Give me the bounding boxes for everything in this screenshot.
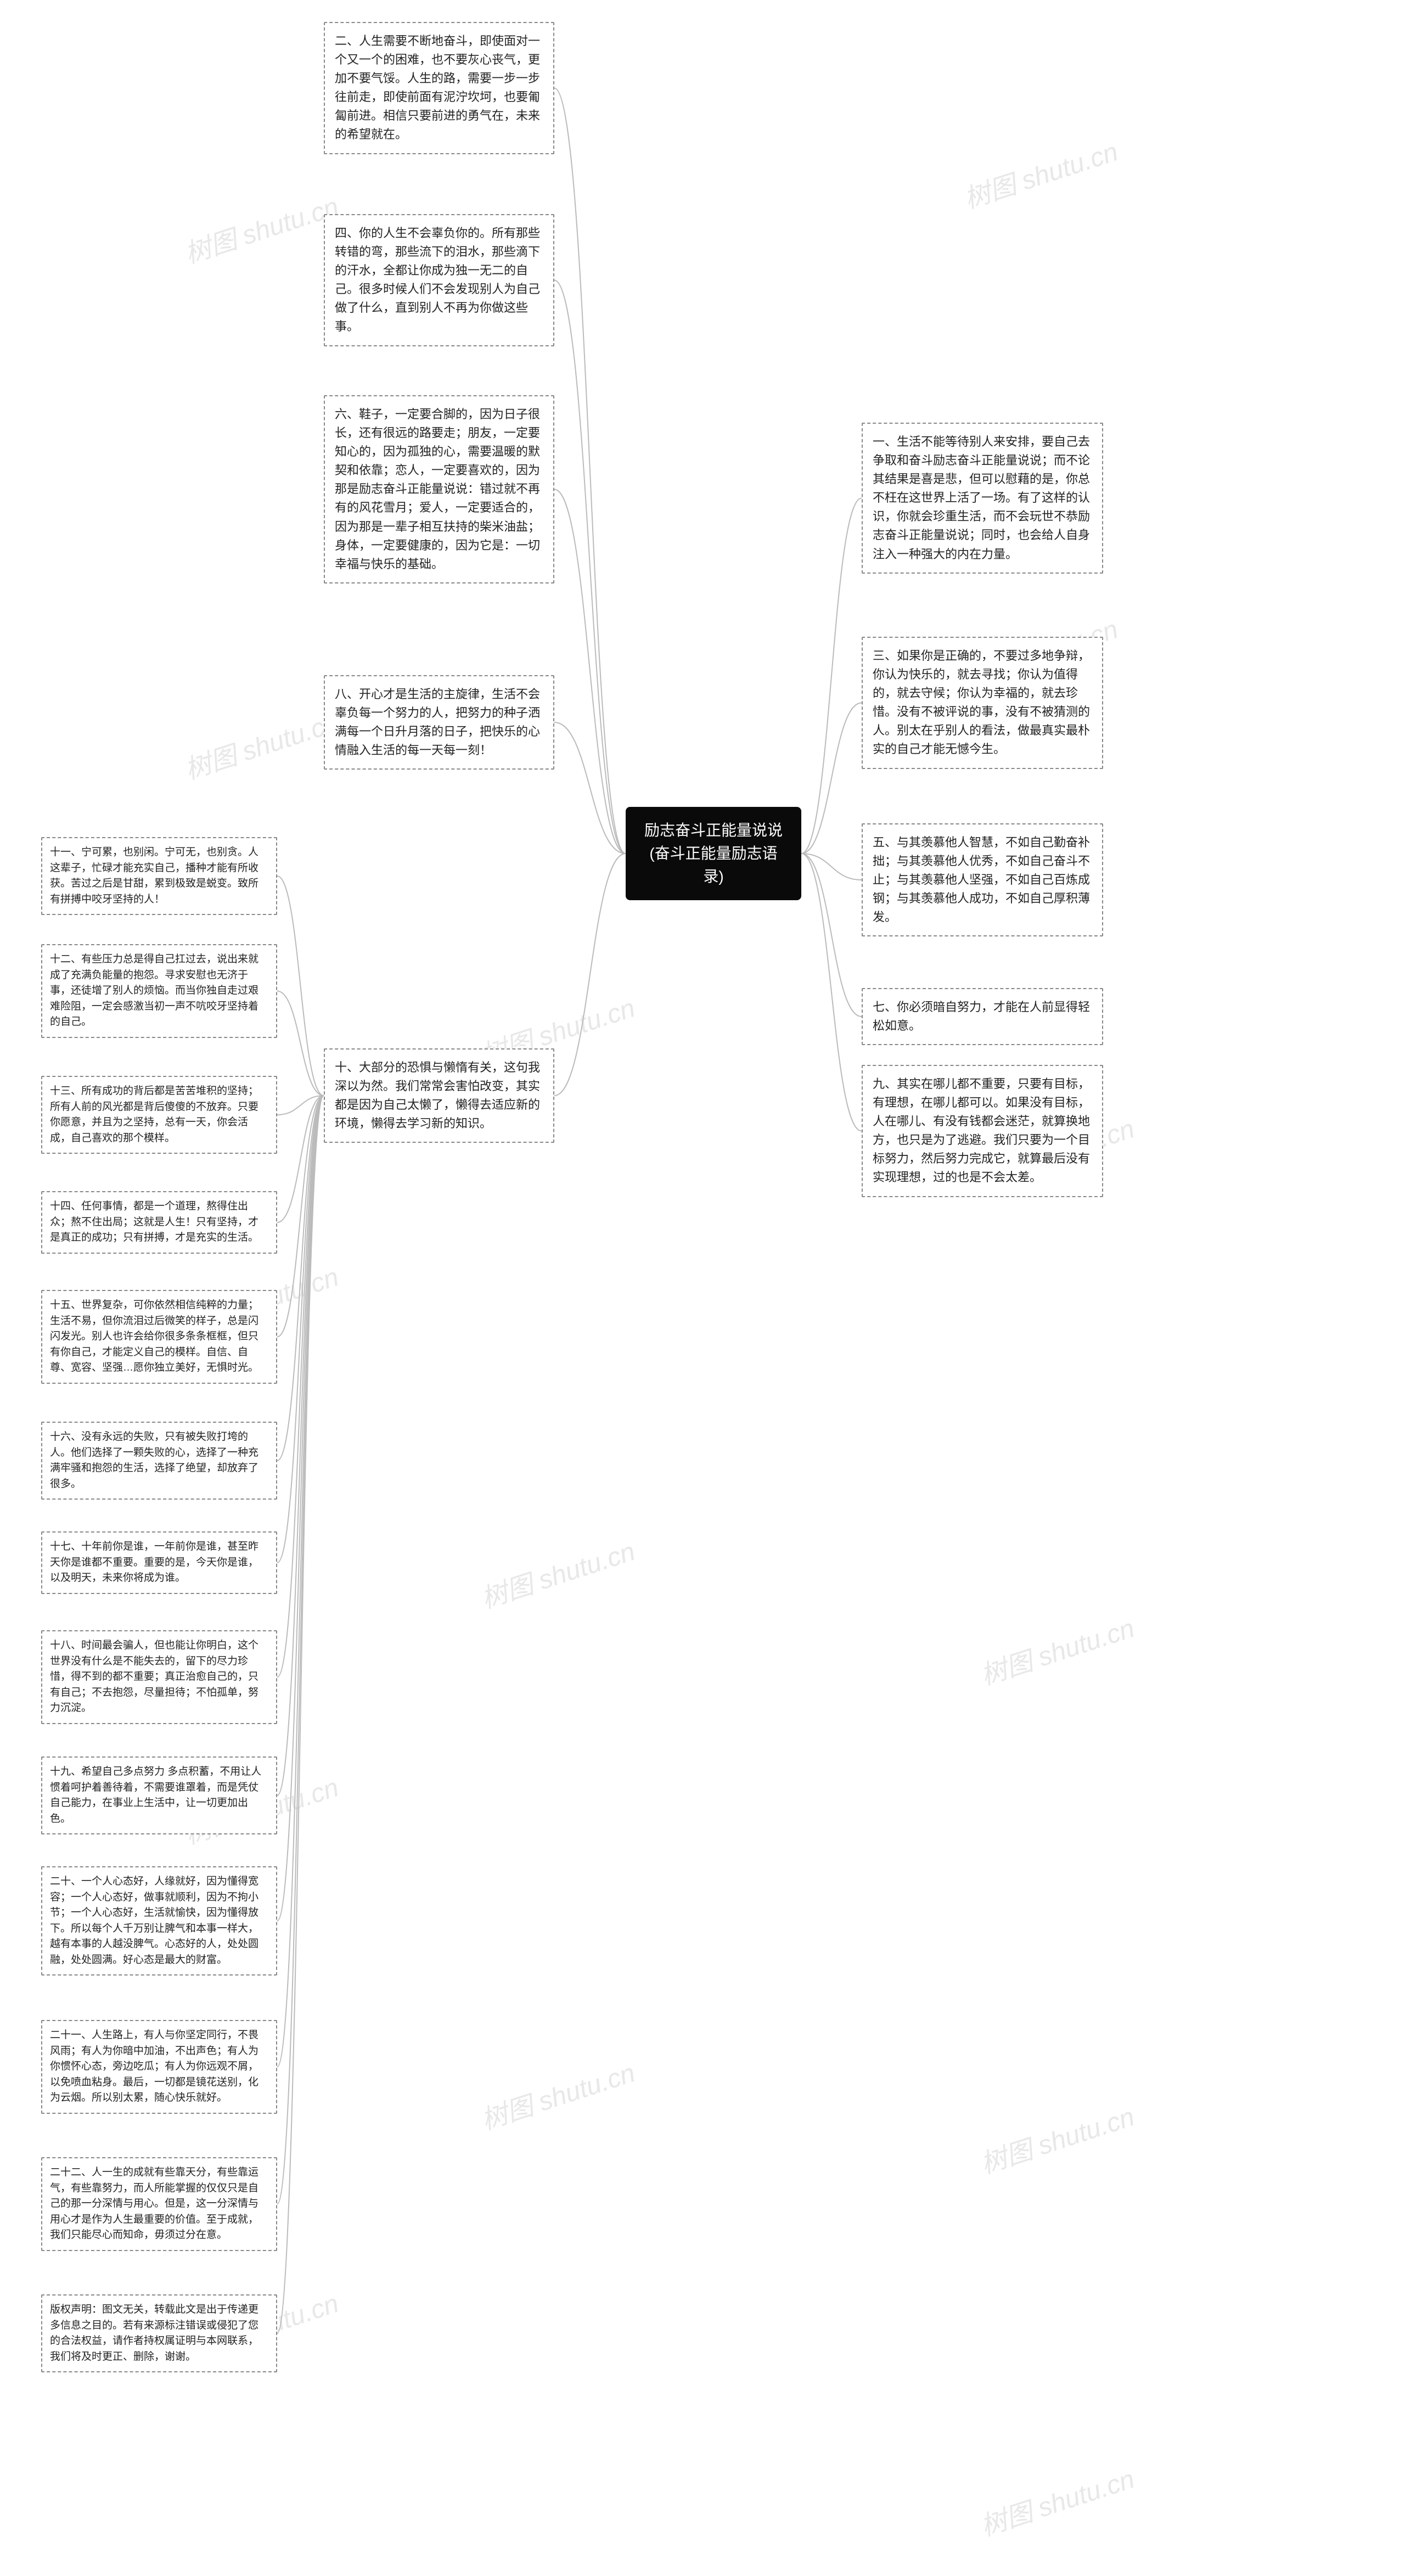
watermark: 树图 shutu.cn xyxy=(179,185,342,271)
mindmap-node: 十三、所有成功的背后都是苦苦堆积的坚持；所有人前的风光都是背后傻傻的不放弃。只要… xyxy=(41,1076,277,1154)
mindmap-node: 八、开心才是生活的主旋律，生活不会辜负每一个努力的人，把努力的种子洒满每一个日升… xyxy=(324,675,554,770)
mindmap-node: 七、你必须暗自努力，才能在人前显得轻松如意。 xyxy=(862,988,1103,1045)
mindmap-node: 三、如果你是正确的，不要过多地争辩，你认为快乐的，就去寻找；你认为值得的，就去守… xyxy=(862,637,1103,769)
mindmap-node: 五、与其羡慕他人智慧，不如自己勤奋补拙；与其羡慕他人优秀，不如自己奋斗不止；与其… xyxy=(862,823,1103,936)
mindmap-node: 一、生活不能等待别人来安排，要自己去争取和奋斗励志奋斗正能量说说；而不论其结果是… xyxy=(862,423,1103,574)
mindmap-node: 十一、宁可累，也别闲。宁可无，也别贪。人这辈子，忙碌才能充实自己，播种才能有所收… xyxy=(41,837,277,915)
mindmap-node: 十二、有些压力总是得自己扛过去，说出来就成了充满负能量的抱怨。寻求安慰也无济于事… xyxy=(41,944,277,1038)
mindmap-node: 十五、世界复杂，可你依然相信纯粹的力量；生活不易，但你流泪过后微笑的样子，总是闪… xyxy=(41,1290,277,1384)
mindmap-node: 十、大部分的恐惧与懒惰有关，这句我深以为然。我们常常会害怕改变，其实都是因为自己… xyxy=(324,1048,554,1143)
mindmap-node: 二十一、人生路上，有人与你坚定同行，不畏风雨；有人为你暗中加油，不出声色；有人为… xyxy=(41,2020,277,2114)
mindmap-node: 十八、时间最会骗人，但也能让你明白，这个世界没有什么是不能失去的，留下的尽力珍惜… xyxy=(41,1630,277,1724)
watermark: 树图 shutu.cn xyxy=(958,130,1122,216)
center-node: 励志奋斗正能量说说(奋斗正能量励志语录) xyxy=(626,807,801,900)
watermark: 树图 shutu.cn xyxy=(475,1530,639,1615)
mindmap-node: 四、你的人生不会辜负你的。所有那些转错的弯，那些流下的泪水，那些滴下的汗水，全都… xyxy=(324,214,554,346)
watermark: 树图 shutu.cn xyxy=(475,2051,639,2137)
mindmap-node: 二十、一个人心态好，人缘就好，因为懂得宽容；一个人心态好，做事就顺利，因为不拘小… xyxy=(41,1866,277,1976)
mindmap-node: 十六、没有永远的失败，只有被失败打垮的人。他们选择了一颗失败的心，选择了一种充满… xyxy=(41,1422,277,1500)
mindmap-node: 十七、十年前你是谁，一年前你是谁，甚至昨天你是谁都不重要。重要的是，今天你是谁，… xyxy=(41,1531,277,1594)
watermark: 树图 shutu.cn xyxy=(975,1607,1138,1692)
mindmap-node: 六、鞋子，一定要合脚的，因为日子很长，还有很远的路要走；朋友，一定要知心的，因为… xyxy=(324,395,554,583)
mindmap-node: 二、人生需要不断地奋斗，即使面对一个又一个的困难，也不要灰心丧气，更加不要气馁。… xyxy=(324,22,554,154)
mindmap-node: 九、其实在哪儿都不重要，只要有目标，有理想，在哪儿都可以。如果没有目标，人在哪儿… xyxy=(862,1065,1103,1197)
mindmap-node: 十四、任何事情，都是一个道理，熬得住出众；熬不住出局；这就是人生！只有坚持，才是… xyxy=(41,1191,277,1254)
mindmap-node: 版权声明：图文无关，转载此文是出于传递更多信息之目的。若有来源标注错误或侵犯了您… xyxy=(41,2294,277,2372)
watermark: 树图 shutu.cn xyxy=(179,701,342,787)
watermark: 树图 shutu.cn xyxy=(975,2457,1138,2543)
watermark: 树图 shutu.cn xyxy=(975,2095,1138,2181)
mindmap-node: 二十二、人一生的成就有些靠天分，有些靠运气，有些靠努力，而人所能掌握的仅仅只是自… xyxy=(41,2157,277,2251)
center-title: 励志奋斗正能量说说(奋斗正能量励志语录) xyxy=(644,822,783,885)
mindmap-node: 十九、希望自己多点努力 多点积蓄，不用让人惯着呵护着善待着，不需要谁罩着，而是凭… xyxy=(41,1756,277,1834)
